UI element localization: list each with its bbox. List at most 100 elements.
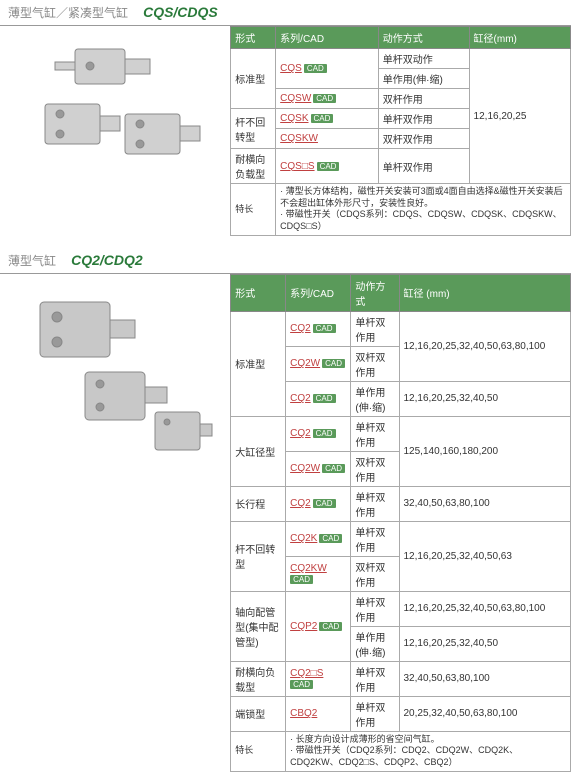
- cad-badge[interactable]: CAD: [319, 622, 342, 631]
- bore-cell: 20,25,32,40,50,63,80,100: [399, 696, 571, 731]
- series-cell: CQP2CAD: [286, 591, 351, 661]
- feature-text: · 长度方向设计成薄形的省空间气缸。 · 带磁性开关（CDQ2系列：CDQ2、C…: [286, 731, 571, 771]
- title-en: CQ2/CDQ2: [71, 252, 143, 268]
- series-link[interactable]: CQS□S: [280, 161, 314, 172]
- series-link[interactable]: CQ2W: [290, 358, 320, 369]
- bore-cell: 12,16,20,25,32,40,50,63,80,100: [399, 591, 571, 626]
- feature-text: · 薄型长方体结构，磁性开关安装可3面或4面自由选择&磁性开关安装后不会超出缸体…: [276, 184, 571, 236]
- spec-table: 形式 系列/CAD 动作方式 缸径(mm) 标准型 CQSCAD 单杆双动作 1…: [230, 26, 571, 236]
- bore-cell: 12,16,20,25,32,40,50: [399, 381, 571, 416]
- series-link[interactable]: CQ2W: [290, 463, 320, 474]
- form-cell: 耐横向负载型: [231, 661, 286, 696]
- series-cell: CQS□SCAD: [276, 149, 379, 184]
- action-cell: 单作用(伸·缩): [351, 381, 399, 416]
- action-cell: 单杆双作用: [351, 591, 399, 626]
- form-cell: 标准型: [231, 311, 286, 416]
- cylinder-illustration: [15, 282, 215, 462]
- col-action: 动作方式: [378, 27, 469, 49]
- spec-table: 形式 系列/CAD 动作方式 缸径 (mm) 标准型 CQ2CAD 单杆双作用 …: [230, 274, 571, 772]
- bore-cell: 12,16,20,25,32,40,50,63,80,100: [399, 311, 571, 381]
- cad-badge[interactable]: CAD: [319, 534, 342, 543]
- series-cell: CQ2CAD: [286, 416, 351, 451]
- series-cell: CQ2CAD: [286, 311, 351, 346]
- table-row: 端锁型 CBQ2 单杆双作用 20,25,32,40,50,63,80,100: [231, 696, 571, 731]
- bore-cell: 12,16,20,25: [469, 49, 570, 184]
- section-content: 形式 系列/CAD 动作方式 缸径 (mm) 标准型 CQ2CAD 单杆双作用 …: [0, 274, 571, 772]
- series-link[interactable]: CQ2: [290, 393, 311, 404]
- form-cell: 杆不回转型: [231, 109, 276, 149]
- series-cell: CBQ2: [286, 696, 351, 731]
- action-cell: 单杆双作用: [351, 521, 399, 556]
- table-row: 杆不回转型 CQ2KCAD 单杆双作用 12,16,20,25,32,40,50…: [231, 521, 571, 556]
- series-cell: CQSCAD: [276, 49, 379, 89]
- table-row: 长行程 CQ2CAD 单杆双作用 32,40,50,63,80,100: [231, 486, 571, 521]
- cad-badge[interactable]: CAD: [322, 464, 345, 473]
- cad-badge[interactable]: CAD: [313, 499, 336, 508]
- bore-cell: 32,40,50,63,80,100: [399, 486, 571, 521]
- series-link[interactable]: CQ2: [290, 428, 311, 439]
- feature-row: 特长 · 长度方向设计成薄形的省空间气缸。 · 带磁性开关（CDQ2系列：CDQ…: [231, 731, 571, 771]
- cad-badge[interactable]: CAD: [317, 162, 340, 171]
- table-row: 标准型 CQSCAD 单杆双动作 12,16,20,25: [231, 49, 571, 69]
- series-cell: CQ2CAD: [286, 486, 351, 521]
- series-link[interactable]: CQSK: [280, 113, 308, 124]
- bore-cell: 32,40,50,63,80,100: [399, 661, 571, 696]
- feature-label: 特长: [231, 184, 276, 236]
- cad-badge[interactable]: CAD: [313, 394, 336, 403]
- series-link[interactable]: CBQ2: [290, 708, 317, 719]
- cylinder-illustration: [15, 34, 215, 174]
- action-cell: 单作用(伸·缩): [378, 69, 469, 89]
- section-header: 薄型气缸／紧凑型气缸 CQS/CDQS: [0, 0, 571, 26]
- series-cell: CQ2CAD: [286, 381, 351, 416]
- action-cell: 单杆双作用: [351, 311, 399, 346]
- series-link[interactable]: CQ2□S: [290, 668, 323, 679]
- series-cell: CQ2KWCAD: [286, 556, 351, 591]
- bore-cell: 125,140,160,180,200: [399, 416, 571, 486]
- series-link[interactable]: CQP2: [290, 621, 317, 632]
- series-cell: CQ2WCAD: [286, 346, 351, 381]
- action-cell: 单杆双作用: [378, 109, 469, 129]
- action-cell: 双杆双作用: [378, 129, 469, 149]
- cad-badge[interactable]: CAD: [290, 575, 313, 584]
- table-row: 耐横向负载型 CQ2□SCAD 单杆双作用 32,40,50,63,80,100: [231, 661, 571, 696]
- series-link[interactable]: CQ2KW: [290, 563, 327, 574]
- cad-badge[interactable]: CAD: [304, 64, 327, 73]
- section-content: 形式 系列/CAD 动作方式 缸径(mm) 标准型 CQSCAD 单杆双动作 1…: [0, 26, 571, 236]
- col-bore: 缸径(mm): [469, 27, 570, 49]
- feature-label: 特长: [231, 731, 286, 771]
- series-cell: CQSKCAD: [276, 109, 379, 129]
- section-header: 薄型气缸 CQ2/CDQ2: [0, 248, 571, 274]
- col-action: 动作方式: [351, 274, 399, 311]
- series-link[interactable]: CQ2: [290, 498, 311, 509]
- bore-cell: 12,16,20,25,32,40,50,63: [399, 521, 571, 591]
- cad-badge[interactable]: CAD: [313, 324, 336, 333]
- series-link[interactable]: CQ2K: [290, 533, 317, 544]
- title-cn: 薄型气缸／紧凑型气缸: [8, 6, 128, 20]
- cad-badge[interactable]: CAD: [290, 680, 313, 689]
- cad-badge[interactable]: CAD: [313, 429, 336, 438]
- series-link[interactable]: CQSKW: [280, 133, 318, 144]
- feature-row: 特长 · 薄型长方体结构，磁性开关安装可3面或4面自由选择&磁性开关安装后不会超…: [231, 184, 571, 236]
- table-row: 标准型 CQ2CAD 单杆双作用 12,16,20,25,32,40,50,63…: [231, 311, 571, 346]
- series-link[interactable]: CQ2: [290, 323, 311, 334]
- table-row: 轴向配管型(集中配管型) CQP2CAD 单杆双作用 12,16,20,25,3…: [231, 591, 571, 626]
- action-cell: 单杆双作用: [351, 416, 399, 451]
- product-image: [0, 26, 230, 236]
- cad-badge[interactable]: CAD: [322, 359, 345, 368]
- series-cell: CQSKW: [276, 129, 379, 149]
- form-cell: 端锁型: [231, 696, 286, 731]
- series-link[interactable]: CQSW: [280, 93, 311, 104]
- cad-badge[interactable]: CAD: [313, 94, 336, 103]
- table-header-row: 形式 系列/CAD 动作方式 缸径(mm): [231, 27, 571, 49]
- series-link[interactable]: CQS: [280, 63, 302, 74]
- section-cqs: 薄型气缸／紧凑型气缸 CQS/CDQS 形式 系列/CAD 动作方式 缸径(mm…: [0, 0, 571, 236]
- title-en: CQS/CDQS: [143, 4, 218, 20]
- col-series: 系列/CAD: [276, 27, 379, 49]
- cad-badge[interactable]: CAD: [311, 114, 334, 123]
- col-series: 系列/CAD: [286, 274, 351, 311]
- bore-cell: 12,16,20,25,32,40,50: [399, 626, 571, 661]
- action-cell: 单作用(伸·缩): [351, 626, 399, 661]
- col-form: 形式: [231, 274, 286, 311]
- series-cell: CQ2□SCAD: [286, 661, 351, 696]
- series-cell: CQ2WCAD: [286, 451, 351, 486]
